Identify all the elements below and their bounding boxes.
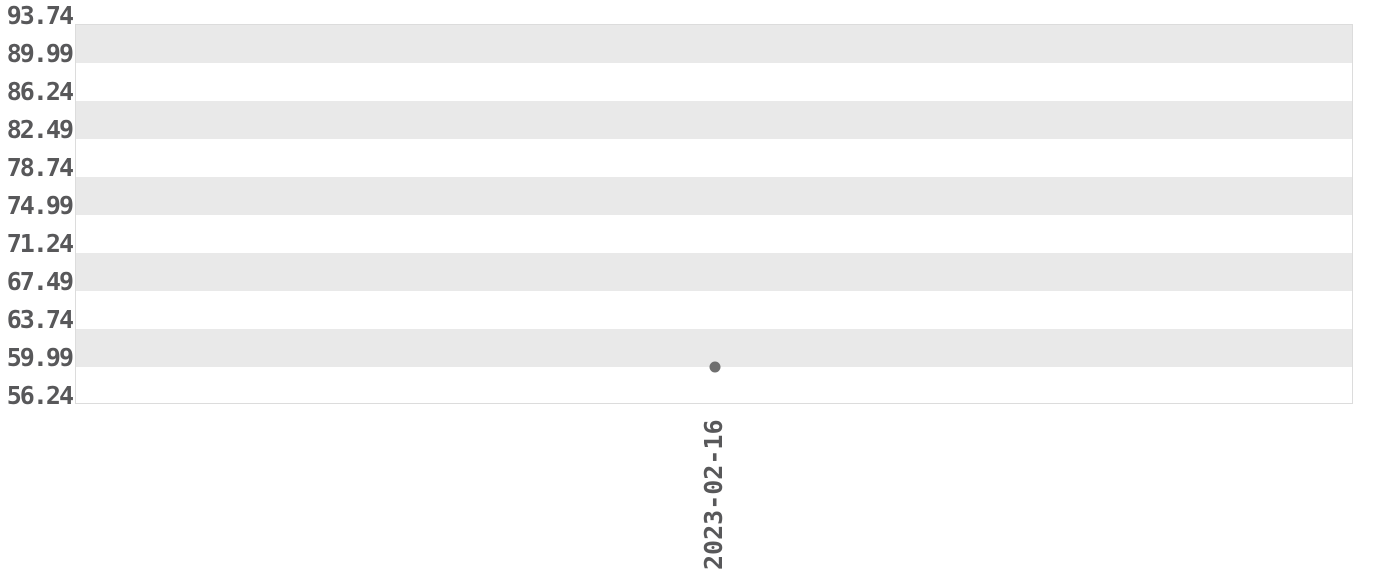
y-axis-tick-label: 71.24 [6,228,74,258]
grid-band [76,291,1352,329]
grid-band [76,367,1352,405]
y-axis-tick-label: 82.49 [6,114,74,144]
y-axis-tick-label: 89.99 [6,38,74,68]
y-axis-tick-label: 59.99 [6,342,74,372]
y-axis-tick-label: 74.99 [6,190,74,220]
grid-band [76,177,1352,215]
grid-band [76,101,1352,139]
grid-band [76,25,1352,63]
grid-band [76,329,1352,367]
y-axis-tick-label: 63.74 [6,304,74,334]
plot-area [75,24,1353,404]
y-axis-tick-label: 56.24 [6,380,74,410]
grid-band [76,139,1352,177]
y-axis-tick-label: 93.74 [6,0,74,30]
y-axis-tick-label: 67.49 [6,266,74,296]
x-axis-tick-label: 2023-02-16 [699,419,728,570]
data-point-marker[interactable] [709,361,721,373]
y-axis-tick-label: 86.24 [6,76,74,106]
grid-band [76,215,1352,253]
y-axis-tick-label: 78.74 [6,152,74,182]
grid-band [76,253,1352,291]
grid-band [76,63,1352,101]
